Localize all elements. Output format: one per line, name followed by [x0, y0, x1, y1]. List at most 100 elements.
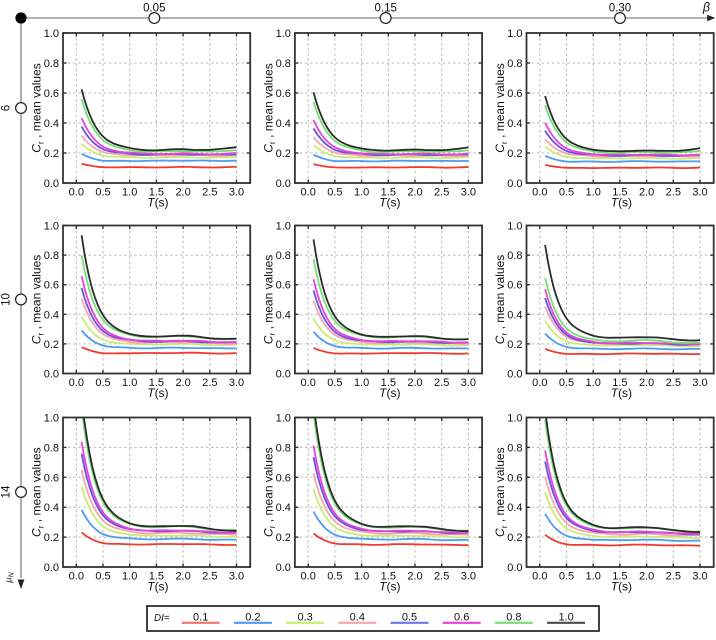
svg-text:0.6: 0.6 — [507, 472, 522, 484]
svg-text:DI=: DI= — [154, 613, 170, 624]
svg-text:2.0: 2.0 — [407, 187, 422, 199]
svg-text:0.05: 0.05 — [143, 3, 165, 15]
svg-text:0.5: 0.5 — [95, 187, 110, 199]
svg-text:0.4: 0.4 — [44, 309, 59, 321]
svg-text:3.0: 3.0 — [692, 571, 707, 583]
svg-text:0.0: 0.0 — [69, 187, 84, 199]
svg-text:0.6: 0.6 — [276, 472, 291, 484]
svg-text:1.0: 1.0 — [558, 611, 573, 623]
svg-text:T(s): T(s) — [379, 386, 400, 400]
svg-text:1.0: 1.0 — [354, 187, 369, 199]
svg-text:2.5: 2.5 — [434, 187, 449, 199]
svg-text:T(s): T(s) — [611, 386, 632, 400]
svg-text:0.6: 0.6 — [44, 88, 59, 100]
svg-text:6: 6 — [1, 105, 13, 111]
svg-text:0.5: 0.5 — [95, 571, 110, 583]
svg-text:β: β — [702, 1, 710, 15]
svg-text:0.4: 0.4 — [44, 118, 59, 130]
svg-text:0.4: 0.4 — [350, 611, 365, 623]
svg-text:0.2: 0.2 — [245, 611, 260, 623]
svg-text:0.8: 0.8 — [276, 58, 291, 70]
svg-text:0.5: 0.5 — [559, 187, 574, 199]
svg-text:0.0: 0.0 — [532, 377, 547, 389]
svg-text:1.5: 1.5 — [149, 571, 164, 583]
svg-text:0.4: 0.4 — [276, 118, 291, 130]
svg-text:0.0: 0.0 — [301, 187, 316, 199]
svg-text:0.6: 0.6 — [276, 88, 291, 100]
svg-text:0.6: 0.6 — [44, 280, 59, 292]
svg-text:1.0: 1.0 — [586, 377, 601, 389]
svg-text:1.0: 1.0 — [507, 413, 522, 425]
svg-text:T(s): T(s) — [147, 196, 168, 210]
svg-text:0.2: 0.2 — [276, 148, 291, 160]
svg-text:2.5: 2.5 — [666, 377, 681, 389]
svg-text:0.2: 0.2 — [44, 339, 59, 351]
svg-text:0.0: 0.0 — [301, 571, 316, 583]
svg-text:1.0: 1.0 — [276, 221, 291, 233]
svg-text:0.0: 0.0 — [276, 369, 291, 381]
svg-text:2.0: 2.0 — [639, 377, 654, 389]
svg-text:1.0: 1.0 — [507, 221, 522, 233]
svg-text:14: 14 — [1, 485, 13, 498]
svg-text:0.4: 0.4 — [276, 502, 291, 514]
svg-text:2.0: 2.0 — [407, 377, 422, 389]
svg-text:0.5: 0.5 — [327, 571, 342, 583]
svg-text:Cr , mean values: Cr , mean values — [493, 255, 509, 345]
svg-text:3.0: 3.0 — [229, 571, 244, 583]
svg-text:2.0: 2.0 — [639, 571, 654, 583]
svg-text:2.0: 2.0 — [175, 571, 190, 583]
svg-text:2.0: 2.0 — [175, 377, 190, 389]
svg-text:1.0: 1.0 — [44, 413, 59, 425]
svg-text:0.0: 0.0 — [276, 562, 291, 574]
svg-text:0.5: 0.5 — [559, 377, 574, 389]
svg-text:0.8: 0.8 — [44, 442, 59, 454]
svg-text:1.0: 1.0 — [44, 28, 59, 40]
svg-text:3.0: 3.0 — [229, 377, 244, 389]
svg-text:0.8: 0.8 — [507, 442, 522, 454]
svg-text:2.0: 2.0 — [407, 571, 422, 583]
svg-text:3.0: 3.0 — [229, 187, 244, 199]
svg-text:1.0: 1.0 — [354, 377, 369, 389]
svg-text:0.6: 0.6 — [507, 88, 522, 100]
svg-text:Cr , mean values: Cr , mean values — [493, 63, 509, 153]
svg-text:2.5: 2.5 — [666, 571, 681, 583]
svg-text:1.0: 1.0 — [44, 221, 59, 233]
svg-text:0.0: 0.0 — [69, 377, 84, 389]
svg-text:0.15: 0.15 — [375, 3, 397, 15]
svg-text:0.0: 0.0 — [276, 178, 291, 190]
svg-text:Cr , mean values: Cr , mean values — [30, 255, 46, 345]
svg-text:0.4: 0.4 — [507, 502, 522, 514]
svg-text:0.4: 0.4 — [507, 118, 522, 130]
svg-text:1.0: 1.0 — [276, 28, 291, 40]
svg-text:0.8: 0.8 — [506, 611, 521, 623]
svg-text:0.3: 0.3 — [297, 611, 312, 623]
svg-text:0.8: 0.8 — [44, 58, 59, 70]
svg-text:2.0: 2.0 — [175, 187, 190, 199]
svg-text:0.8: 0.8 — [507, 250, 522, 262]
svg-text:1.0: 1.0 — [122, 571, 137, 583]
svg-text:0.8: 0.8 — [44, 250, 59, 262]
svg-text:1.5: 1.5 — [381, 187, 396, 199]
svg-text:Cr , mean values: Cr , mean values — [493, 447, 509, 537]
svg-text:0.5: 0.5 — [327, 377, 342, 389]
svg-text:0.2: 0.2 — [44, 532, 59, 544]
svg-text:3.0: 3.0 — [461, 377, 476, 389]
svg-text:0.4: 0.4 — [507, 309, 522, 321]
svg-text:0.2: 0.2 — [276, 532, 291, 544]
svg-text:1.0: 1.0 — [276, 413, 291, 425]
svg-text:3.0: 3.0 — [692, 187, 707, 199]
svg-text:1.5: 1.5 — [149, 377, 164, 389]
svg-text:0.2: 0.2 — [44, 148, 59, 160]
svg-text:0.2: 0.2 — [507, 532, 522, 544]
svg-text:0.5: 0.5 — [327, 187, 342, 199]
svg-text:1.5: 1.5 — [612, 187, 627, 199]
svg-text:2.5: 2.5 — [202, 571, 217, 583]
svg-text:0.5: 0.5 — [95, 377, 110, 389]
svg-text:2.5: 2.5 — [434, 571, 449, 583]
svg-text:0.6: 0.6 — [276, 280, 291, 292]
svg-text:0.6: 0.6 — [507, 280, 522, 292]
svg-text:1.0: 1.0 — [122, 187, 137, 199]
svg-text:Cr , mean values: Cr , mean values — [30, 63, 46, 153]
svg-text:0.1: 0.1 — [193, 611, 208, 623]
svg-text:0.0: 0.0 — [532, 571, 547, 583]
